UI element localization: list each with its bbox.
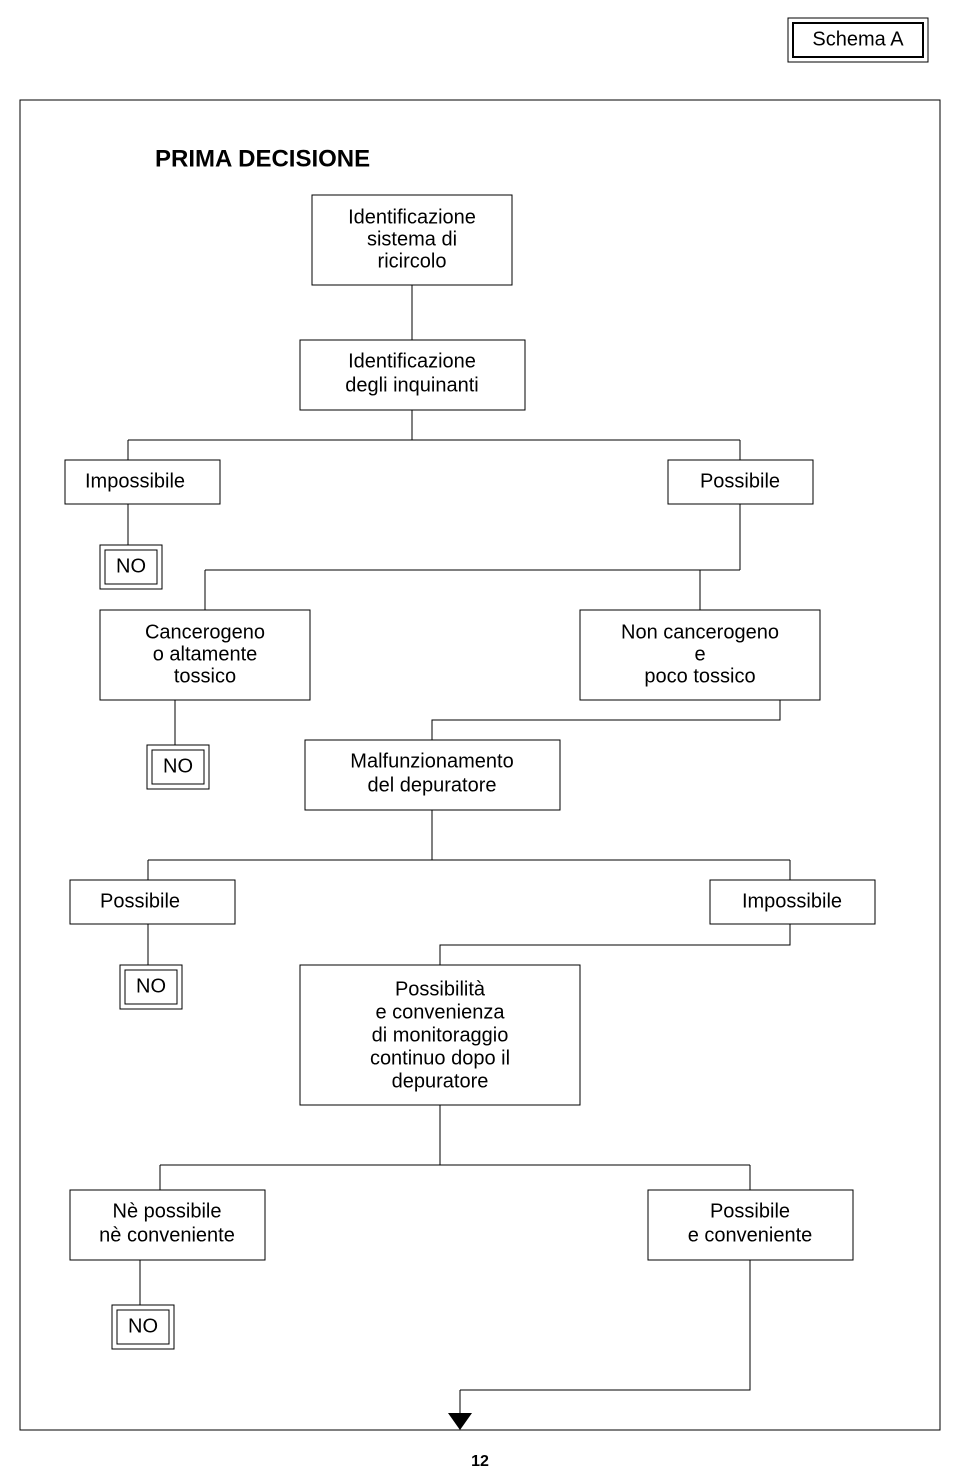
mon-l4: continuo dopo il: [370, 1047, 510, 1069]
noncancer-l1: Non cancerogeno: [621, 621, 779, 643]
noncancer-l3: poco tossico: [644, 665, 755, 687]
posconv-l2: e conveniente: [688, 1224, 813, 1246]
malf-l1: Malfunzionamento: [350, 750, 513, 772]
nepos-l1: Nè possibile: [113, 1200, 222, 1222]
node-cancerogeno: Cancerogeno o altamente tossico: [100, 610, 310, 700]
node-no-3: NO: [120, 965, 182, 1009]
imp2-t: Impossibile: [742, 890, 842, 912]
node-impossibile-2: Impossibile: [710, 880, 875, 924]
mon-l2: e convenienza: [376, 1001, 506, 1023]
pos1-t: Possibile: [700, 470, 780, 492]
node-ne-possibile: Nè possibile nè conveniente: [70, 1190, 265, 1260]
page-number: 12: [471, 1453, 489, 1470]
cancer-l2: o altamente: [153, 643, 258, 665]
cancer-l3: tossico: [174, 665, 236, 687]
n2-l2: degli inquinanti: [345, 374, 478, 396]
node-monitoraggio: Possibilità e convenienza di monitoraggi…: [300, 965, 580, 1105]
node-possibile-1: Possibile: [668, 460, 813, 504]
malf-l2: del depuratore: [368, 774, 497, 796]
no1-t: NO: [116, 555, 146, 577]
node-no-1: NO: [100, 545, 162, 589]
noncancer-l2: e: [694, 643, 705, 665]
node-no-2: NO: [147, 745, 209, 789]
no4-t: NO: [128, 1315, 158, 1337]
n1-l3: ricircolo: [378, 250, 447, 272]
node-possibile-conveniente: Possibile e conveniente: [648, 1190, 853, 1260]
no3-t: NO: [136, 975, 166, 997]
node-impossibile-1: Impossibile: [65, 460, 220, 504]
node-identificazione-inquinanti: Identificazione degli inquinanti: [300, 340, 525, 410]
diagram-title: PRIMA DECISIONE: [155, 145, 370, 172]
posconv-l1: Possibile: [710, 1200, 790, 1222]
node-identificazione-sistema: Identificazione sistema di ricircolo: [312, 195, 512, 285]
node-non-cancerogeno: Non cancerogeno e poco tossico: [580, 610, 820, 700]
imp1-t: Impossibile: [85, 470, 185, 492]
schema-label: Schema A: [788, 18, 928, 62]
n1-l1: Identificazione: [348, 206, 476, 228]
schema-label-text: Schema A: [812, 28, 904, 50]
mon-l3: di monitoraggio: [372, 1024, 509, 1046]
no2-t: NO: [163, 755, 193, 777]
cancer-l1: Cancerogeno: [145, 621, 265, 643]
n2-l1: Identificazione: [348, 350, 476, 372]
mon-l1: Possibilità: [395, 978, 486, 1000]
mon-l5: depuratore: [392, 1070, 489, 1092]
node-malfunzionamento: Malfunzionamento del depuratore: [305, 740, 560, 810]
n1-l2: sistema di: [367, 228, 457, 250]
node-no-4: NO: [112, 1305, 174, 1349]
nepos-l2: nè conveniente: [99, 1224, 235, 1246]
node-possibile-2: Possibile: [70, 880, 235, 924]
pos2-t: Possibile: [100, 890, 180, 912]
